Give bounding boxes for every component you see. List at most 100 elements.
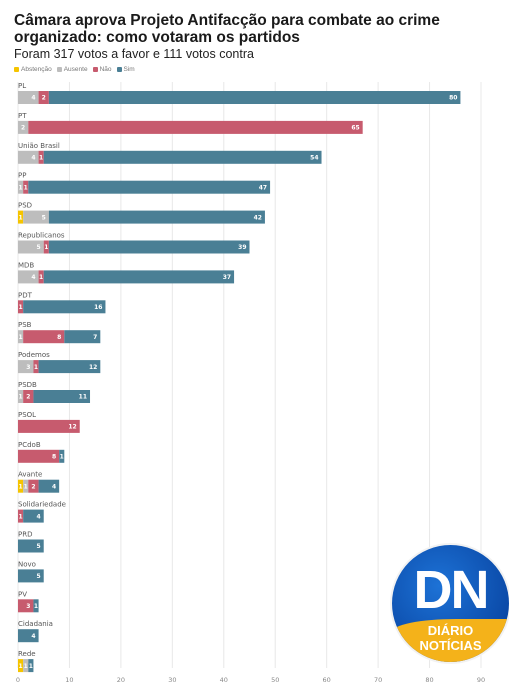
- bar-value-label: 1: [18, 663, 22, 670]
- bar-segment: [23, 390, 34, 403]
- x-tick-label: 40: [220, 676, 228, 684]
- bar-segment: [43, 150, 322, 164]
- bar-segment: [38, 479, 60, 493]
- bar-segment: [28, 479, 39, 493]
- bar-value-label: 8: [57, 334, 61, 341]
- bar-value-label: 7: [93, 334, 97, 341]
- bar-value-label: 37: [223, 274, 231, 281]
- legend-swatch-ausente: [56, 67, 62, 72]
- legend-item-nao: Não: [92, 66, 112, 73]
- bar-value-label: 3: [26, 364, 30, 371]
- legend-swatch-sim: [116, 67, 122, 72]
- logo-dn-text: DN: [413, 560, 490, 620]
- party-label: PSOL: [18, 411, 36, 419]
- party-label: PSD: [18, 202, 32, 210]
- x-tick-label: 90: [477, 676, 485, 684]
- bar-value-label: 4: [31, 95, 35, 102]
- bar-value-label: 1: [39, 274, 43, 281]
- logo-line-1: DIÁRIO: [427, 623, 474, 638]
- x-tick-label: 10: [65, 676, 73, 684]
- bar-value-label: 16: [94, 304, 102, 311]
- x-tick-label: 80: [425, 676, 433, 684]
- bar-segment: [43, 270, 235, 284]
- party-label: PSDB: [18, 381, 37, 389]
- bar-value-label: 80: [449, 95, 457, 102]
- bar-segment: [23, 300, 106, 314]
- bar-value-label: 1: [18, 513, 22, 520]
- party-label: PSB: [18, 321, 32, 329]
- bar-value-label: 1: [18, 334, 22, 341]
- party-label: PT: [18, 112, 27, 120]
- x-tick-label: 20: [117, 676, 125, 684]
- party-label: PRD: [18, 531, 32, 539]
- bar-value-label: 42: [254, 214, 262, 221]
- bar-segment: [18, 419, 80, 433]
- bar-segment: [28, 120, 363, 134]
- legend-label-abstencao: Abstenção: [21, 66, 52, 73]
- x-tick-label: 0: [16, 676, 20, 684]
- x-tick-label: 60: [323, 676, 331, 684]
- bar-segment: [18, 210, 24, 224]
- bar-value-label: 11: [79, 394, 87, 401]
- bar-value-label: 1: [34, 603, 38, 610]
- bar-segment: [23, 330, 65, 344]
- bar-segment: [18, 569, 44, 583]
- bar-segment: [18, 539, 44, 553]
- legend-label-nao: Não: [99, 66, 112, 73]
- legend-label-sim: Sim: [123, 66, 135, 73]
- legend-swatch-abstencao: [14, 67, 19, 72]
- legend-item-ausente: Ausente: [56, 66, 88, 73]
- bar-value-label: 8: [52, 454, 56, 461]
- bar-value-label: 1: [18, 394, 22, 401]
- bar-segment: [23, 659, 29, 673]
- bar-segment: [18, 390, 24, 403]
- bar-value-label: 54: [310, 155, 318, 162]
- bar-value-label: 4: [31, 155, 35, 162]
- party-label: Podemos: [18, 351, 50, 359]
- chart-title: Câmara aprova Projeto Antifacção para co…: [14, 12, 440, 46]
- bar-value-label: 1: [18, 304, 22, 311]
- x-tick-label: 30: [168, 676, 176, 684]
- x-tick-label: 70: [374, 676, 382, 684]
- bar-value-label: 1: [29, 663, 33, 670]
- bar-segment: [23, 180, 29, 194]
- bar-value-label: 2: [31, 483, 35, 490]
- bar-value-label: 5: [37, 543, 41, 550]
- bar-value-label: 1: [34, 364, 38, 371]
- bar-value-label: 1: [60, 454, 64, 461]
- party-label: Republicanos: [18, 232, 65, 240]
- party-label: União Brasil: [18, 142, 60, 150]
- logo-name: DIÁRIO NOTÍCIAS: [392, 623, 509, 653]
- bar-value-label: 1: [18, 214, 22, 221]
- bar-segment: [48, 240, 250, 254]
- bar-segment: [18, 330, 24, 344]
- party-label: PDT: [18, 291, 33, 299]
- party-label: PCdoB: [18, 441, 41, 449]
- logo-line-2: NOTÍCIAS: [419, 638, 482, 653]
- bar-segment: [28, 180, 271, 194]
- chart-subtitle: Foram 317 votos a favor e 111 votos cont…: [14, 47, 254, 61]
- party-label: MDB: [18, 261, 34, 269]
- bar-segment: [43, 240, 49, 254]
- party-label: Novo: [18, 560, 36, 568]
- bar-segment: [18, 270, 39, 284]
- party-label: PP: [18, 172, 26, 180]
- bar-value-label: 1: [18, 483, 22, 490]
- party-label: PL: [18, 82, 26, 90]
- bar-segment: [18, 509, 24, 523]
- bar-segment: [18, 91, 39, 104]
- bar-segment: [18, 180, 24, 194]
- bar-segment: [23, 479, 29, 493]
- bar-segment: [18, 150, 39, 164]
- bar-value-label: 5: [37, 244, 41, 251]
- bar-segment: [23, 210, 49, 224]
- bar-value-label: 2: [26, 394, 30, 401]
- legend-label-ausente: Ausente: [63, 66, 88, 73]
- bar-segment: [64, 330, 101, 344]
- bar-segment: [18, 659, 24, 673]
- party-label: Rede: [18, 650, 36, 658]
- bar-segment: [23, 509, 44, 523]
- bar-segment: [38, 91, 49, 104]
- diario-noticias-logo: DN DIÁRIO NOTÍCIAS: [392, 545, 509, 662]
